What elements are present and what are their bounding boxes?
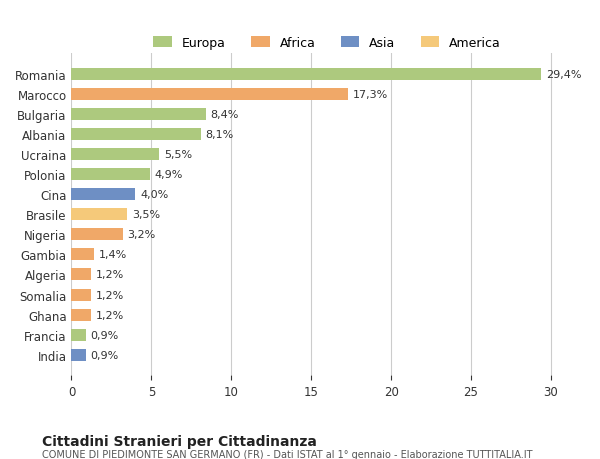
Text: 1,2%: 1,2% [95,270,124,280]
Bar [71,89,348,101]
Bar [71,309,91,321]
Text: 0,9%: 0,9% [91,330,119,340]
Bar [71,109,206,121]
Bar [71,349,86,361]
Bar [71,269,91,281]
Text: 1,2%: 1,2% [95,290,124,300]
Text: 4,9%: 4,9% [155,170,183,180]
Text: 17,3%: 17,3% [353,90,388,100]
Bar [71,189,136,201]
Bar [71,69,541,81]
Bar [71,149,160,161]
Legend: Europa, Africa, Asia, America: Europa, Africa, Asia, America [148,32,506,55]
Text: 29,4%: 29,4% [546,70,581,80]
Text: 0,9%: 0,9% [91,350,119,360]
Text: 5,5%: 5,5% [164,150,193,160]
Text: 8,1%: 8,1% [206,130,234,140]
Bar [71,249,94,261]
Text: COMUNE DI PIEDIMONTE SAN GERMANO (FR) - Dati ISTAT al 1° gennaio - Elaborazione : COMUNE DI PIEDIMONTE SAN GERMANO (FR) - … [42,449,533,459]
Bar [71,169,150,181]
Text: 1,4%: 1,4% [98,250,127,260]
Bar [71,289,91,301]
Text: 3,5%: 3,5% [132,210,160,220]
Bar [71,229,122,241]
Bar [71,209,127,221]
Bar [71,129,201,141]
Text: 1,2%: 1,2% [95,310,124,320]
Text: 3,2%: 3,2% [127,230,155,240]
Text: 8,4%: 8,4% [211,110,239,120]
Text: Cittadini Stranieri per Cittadinanza: Cittadini Stranieri per Cittadinanza [42,434,317,448]
Text: 4,0%: 4,0% [140,190,169,200]
Bar [71,329,86,341]
